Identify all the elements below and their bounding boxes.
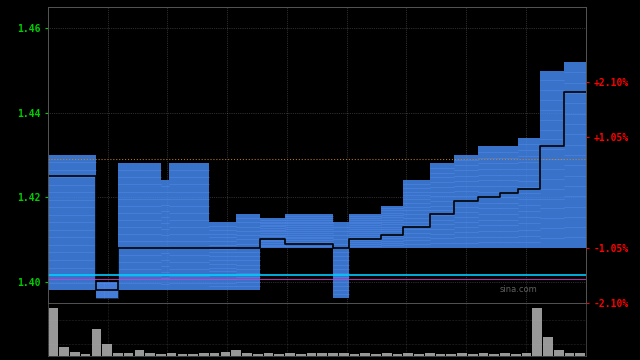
Bar [381, 206, 403, 248]
Bar [134, 350, 144, 356]
Bar [554, 350, 564, 356]
Bar [478, 147, 500, 248]
Bar [156, 354, 166, 356]
Bar [468, 354, 477, 356]
Bar [169, 163, 209, 290]
Bar [296, 354, 305, 356]
Bar [532, 307, 542, 356]
Bar [371, 354, 381, 356]
Bar [479, 353, 488, 356]
Bar [436, 354, 445, 356]
Bar [81, 354, 90, 356]
Bar [540, 71, 564, 248]
Bar [104, 282, 118, 298]
Bar [231, 350, 241, 356]
Bar [403, 180, 429, 248]
Bar [328, 352, 338, 356]
Bar [124, 353, 134, 356]
Bar [543, 337, 553, 356]
Bar [457, 353, 467, 356]
Bar [333, 222, 349, 298]
Bar [349, 354, 359, 356]
Bar [425, 353, 435, 356]
Bar [236, 214, 260, 290]
Bar [403, 353, 413, 356]
Bar [49, 307, 58, 356]
Bar [500, 353, 510, 356]
Bar [307, 353, 316, 356]
Bar [429, 163, 454, 248]
Bar [392, 354, 403, 356]
Bar [102, 345, 112, 356]
Bar [575, 352, 585, 356]
Bar [382, 353, 392, 356]
Bar [209, 222, 236, 290]
Text: sina.com: sina.com [500, 285, 538, 294]
Bar [285, 214, 333, 248]
Bar [113, 352, 123, 356]
Bar [167, 353, 177, 356]
Bar [349, 214, 381, 248]
Bar [188, 354, 198, 356]
Bar [564, 353, 574, 356]
Bar [500, 147, 518, 248]
Bar [48, 155, 97, 290]
Bar [518, 138, 540, 248]
Bar [339, 353, 349, 356]
Bar [317, 352, 327, 356]
Bar [454, 155, 478, 248]
Bar [285, 353, 295, 356]
Bar [118, 163, 161, 290]
Bar [446, 354, 456, 356]
Bar [97, 282, 104, 298]
Bar [260, 218, 285, 248]
Bar [161, 180, 169, 290]
Bar [242, 352, 252, 356]
Bar [490, 354, 499, 356]
Bar [210, 352, 220, 356]
Bar [199, 353, 209, 356]
Bar [253, 354, 262, 356]
Bar [275, 354, 284, 356]
Bar [511, 354, 520, 356]
Bar [221, 351, 230, 356]
Bar [522, 353, 531, 356]
Bar [360, 353, 370, 356]
Bar [145, 353, 155, 356]
Bar [92, 329, 101, 356]
Bar [564, 62, 586, 248]
Bar [414, 354, 424, 356]
Bar [60, 347, 69, 356]
Bar [70, 352, 80, 356]
Bar [264, 353, 273, 356]
Bar [177, 354, 188, 356]
